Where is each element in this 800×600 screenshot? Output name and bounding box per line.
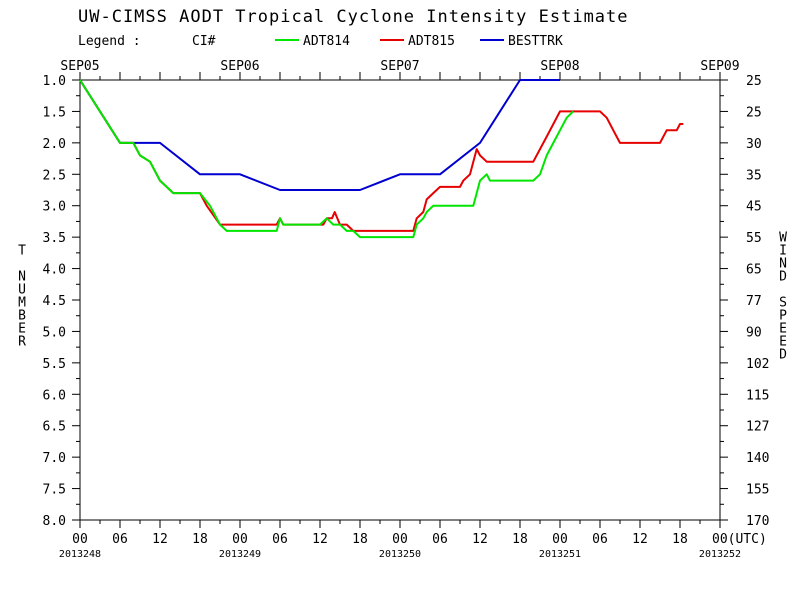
plot-area	[79, 79, 721, 521]
julian-day-label: 2013250	[379, 549, 421, 560]
y-tick-label: 8.0	[43, 514, 66, 529]
y-tick-label: 6.0	[43, 388, 66, 403]
x-tick-label: 00	[392, 532, 408, 547]
wind-speed-label: 25	[746, 74, 762, 89]
y-tick-label: 4.5	[43, 294, 66, 309]
wind-speed-label: 65	[746, 263, 762, 278]
y-tick-label: 7.5	[43, 483, 66, 498]
top-date-label: SEP09	[700, 59, 739, 74]
wind-speed-label: 30	[746, 137, 762, 152]
x-tick-label: 18	[192, 532, 208, 547]
wind-speed-label: 25	[746, 105, 762, 120]
x-tick-label: 12	[152, 532, 168, 547]
wind-speed-label: 90	[746, 325, 762, 340]
wind-speed-label: 55	[746, 231, 762, 246]
x-tick-label: 12	[472, 532, 488, 547]
top-date-label: SEP08	[540, 59, 579, 74]
julian-day-label: 2013251	[539, 549, 581, 560]
x-tick-label: 06	[592, 532, 608, 547]
wind-speed-label: 170	[746, 514, 769, 529]
wind-speed-label: 115	[746, 388, 769, 403]
top-date-label: SEP05	[60, 59, 99, 74]
legend-entry-adt815: ADT815	[408, 34, 455, 49]
wind-speed-label: 77	[746, 294, 762, 309]
y-tick-label: 3.0	[43, 200, 66, 215]
y-tick-label: 1.5	[43, 105, 66, 120]
y-tick-label: 5.0	[43, 325, 66, 340]
x-tick-label: 18	[672, 532, 688, 547]
y-tick-label: 5.5	[43, 357, 66, 372]
legend-ci-label: CI#	[192, 34, 216, 49]
series-line-besttrk	[79, 79, 560, 191]
chart-title: UW-CIMSS AODT Tropical Cyclone Intensity…	[78, 7, 629, 27]
wind-speed-label: 35	[746, 168, 762, 183]
wind-speed-label: 127	[746, 420, 769, 435]
wind-speed-label: 45	[746, 200, 762, 215]
series-line-adt815	[79, 79, 684, 232]
series-line-adt814	[79, 79, 574, 239]
wind-speed-label: 140	[746, 451, 769, 466]
x-tick-label: 18	[512, 532, 528, 547]
julian-day-label: 2013248	[59, 549, 101, 560]
y-tick-label: 3.5	[43, 231, 66, 246]
julian-day-label: 2013249	[219, 549, 261, 560]
plot-border	[79, 79, 721, 521]
x-tick-label: 12	[312, 532, 328, 547]
x-tick-label: 00(UTC)	[712, 532, 767, 547]
julian-day-label: 2013252	[699, 549, 741, 560]
wind-speed-label: 102	[746, 357, 769, 372]
y-tick-label: 2.5	[43, 168, 66, 183]
x-tick-label: 06	[272, 532, 288, 547]
top-date-label: SEP07	[380, 59, 419, 74]
legend-entry-besttrk: BESTTRK	[508, 34, 563, 49]
y-tick-label: 6.5	[43, 420, 66, 435]
x-tick-label: 00	[552, 532, 568, 547]
top-date-label: SEP06	[220, 59, 259, 74]
x-tick-label: 06	[112, 532, 128, 547]
y-tick-label: 7.0	[43, 451, 66, 466]
x-tick-label: 06	[432, 532, 448, 547]
y-tick-label: 4.0	[43, 263, 66, 278]
x-tick-label: 00	[72, 532, 88, 547]
legend-label: Legend :	[78, 34, 141, 49]
wind-speed-label: 155	[746, 483, 769, 498]
x-tick-label: 00	[232, 532, 248, 547]
x-tick-label: 18	[352, 532, 368, 547]
y-tick-label: 2.0	[43, 137, 66, 152]
x-tick-label: 12	[632, 532, 648, 547]
legend-entry-adt814: ADT814	[303, 34, 350, 49]
y-tick-label: 1.0	[43, 74, 66, 89]
